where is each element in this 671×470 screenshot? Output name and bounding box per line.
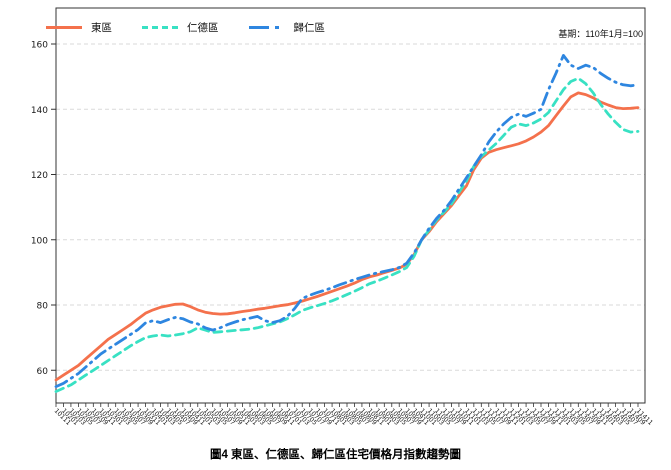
y-tick-label: 140 bbox=[31, 106, 48, 116]
series-line-guiren-district bbox=[54, 54, 640, 389]
y-tick-label: 80 bbox=[37, 302, 49, 312]
y-tick-label: 120 bbox=[31, 171, 48, 181]
base-period-note: 基期：110年1月=100 bbox=[558, 29, 643, 39]
legend-label: 歸仁區 bbox=[293, 22, 326, 34]
legend-line-sample-dashed bbox=[142, 26, 178, 29]
legend-item-rende-district: 仁德區 bbox=[142, 20, 219, 35]
legend-label: 仁德區 bbox=[187, 22, 219, 34]
chart-legend: 東區 仁德區 歸仁區 bbox=[46, 20, 325, 35]
legend-line-sample-solid bbox=[46, 26, 82, 29]
series-line-rende-district bbox=[54, 76, 640, 393]
figure-caption: 圖4 東區、仁德區、歸仁區住宅價格月指數趨勢圖 bbox=[209, 449, 462, 461]
gridlines-group bbox=[56, 43, 645, 371]
legend-label: 東區 bbox=[91, 22, 112, 34]
legend-item-guiren-district: 歸仁區 bbox=[248, 20, 326, 35]
series-line-dong-district bbox=[54, 91, 640, 382]
y-tick-label: 60 bbox=[37, 367, 49, 377]
plot-border bbox=[55, 7, 646, 404]
y-tick-label: 100 bbox=[31, 236, 48, 246]
legend-line-sample-dashdot bbox=[248, 26, 285, 29]
legend-item-dong-district: 東區 bbox=[46, 20, 112, 35]
y-tick-label: 160 bbox=[31, 41, 48, 51]
axes-group: 6080100120140160101111020110203102051020… bbox=[31, 7, 655, 427]
series-group bbox=[54, 54, 640, 393]
